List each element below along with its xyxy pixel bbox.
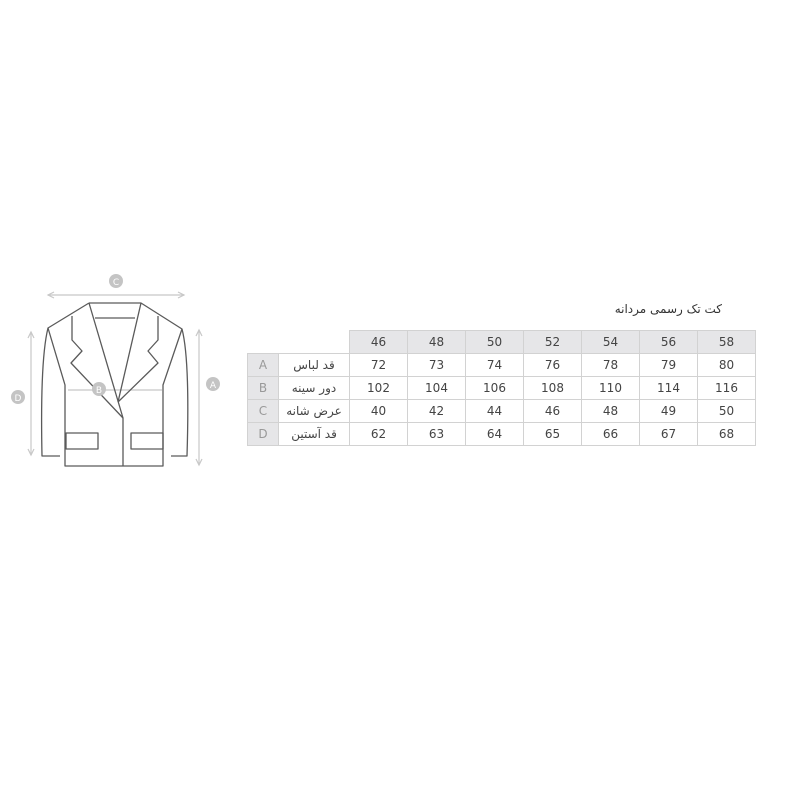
table-cell: 102: [349, 376, 408, 400]
size-table: 46 48 50 52 54 56 58 A قد لباس 72 73 74 76 78 7…: [247, 330, 756, 446]
row-letter: D: [247, 422, 279, 446]
svg-text:D: D: [15, 394, 22, 404]
table-cell: 78: [581, 353, 640, 377]
table-cell: 106: [465, 376, 524, 400]
svg-text:C: C: [113, 278, 119, 288]
size-header: 52: [523, 330, 582, 354]
row-letter: A: [247, 353, 279, 377]
table-cell: 110: [581, 376, 640, 400]
table-row: B دور سینه 102 104 106 108 110 114 116: [247, 376, 756, 400]
size-header: 58: [697, 330, 756, 354]
table-cell: 63: [407, 422, 466, 446]
table-cell: 76: [523, 353, 582, 377]
blank-cell: [248, 331, 350, 354]
svg-text:A: A: [210, 381, 217, 391]
header-row: 46 48 50 52 54 56 58: [248, 330, 756, 354]
row-letter: C: [247, 399, 279, 423]
marker-c: C: [109, 274, 123, 288]
size-header: 54: [581, 330, 640, 354]
table-cell: 48: [581, 399, 640, 423]
marker-b: B: [92, 382, 106, 396]
row-letter: B: [247, 376, 279, 400]
table-cell: 73: [407, 353, 466, 377]
table-cell: 42: [407, 399, 466, 423]
size-header: 48: [407, 330, 466, 354]
row-label: قد آستین: [278, 422, 350, 446]
table-cell: 104: [407, 376, 466, 400]
table-cell: 50: [697, 399, 756, 423]
table-cell: 68: [697, 422, 756, 446]
table-cell: 74: [465, 353, 524, 377]
row-label: قد لباس: [278, 353, 350, 377]
table-row: C عرض شانه 40 42 44 46 48 49 50: [247, 399, 756, 423]
table-cell: 64: [465, 422, 524, 446]
table-cell: 49: [639, 399, 698, 423]
size-header: 56: [639, 330, 698, 354]
jacket-outline: [40, 302, 189, 467]
table-cell: 108: [523, 376, 582, 400]
jacket-diagram: C B D A: [11, 274, 220, 467]
svg-text:B: B: [96, 386, 102, 396]
marker-a: A: [206, 377, 220, 391]
table-cell: 79: [639, 353, 698, 377]
row-label: دور سینه: [278, 376, 350, 400]
table-cell: 44: [465, 399, 524, 423]
table-cell: 62: [349, 422, 408, 446]
measure-arrows: [27, 291, 203, 467]
table-cell: 66: [581, 422, 640, 446]
table-cell: 65: [523, 422, 582, 446]
table-cell: 80: [697, 353, 756, 377]
table-row: D قد آستین 62 63 64 65 66 67 68: [247, 422, 756, 446]
size-header: 46: [349, 330, 408, 354]
row-label: عرض شانه: [278, 399, 350, 423]
size-header: 50: [465, 330, 524, 354]
table-cell: 114: [639, 376, 698, 400]
table-row: A قد لباس 72 73 74 76 78 79 80: [247, 353, 756, 377]
chart-title: کت تک رسمی مردانه: [614, 302, 722, 316]
table-cell: 40: [349, 399, 408, 423]
table-cell: 72: [349, 353, 408, 377]
table-cell: 116: [697, 376, 756, 400]
marker-d: D: [11, 390, 25, 404]
table-cell: 46: [523, 399, 582, 423]
table-cell: 67: [639, 422, 698, 446]
